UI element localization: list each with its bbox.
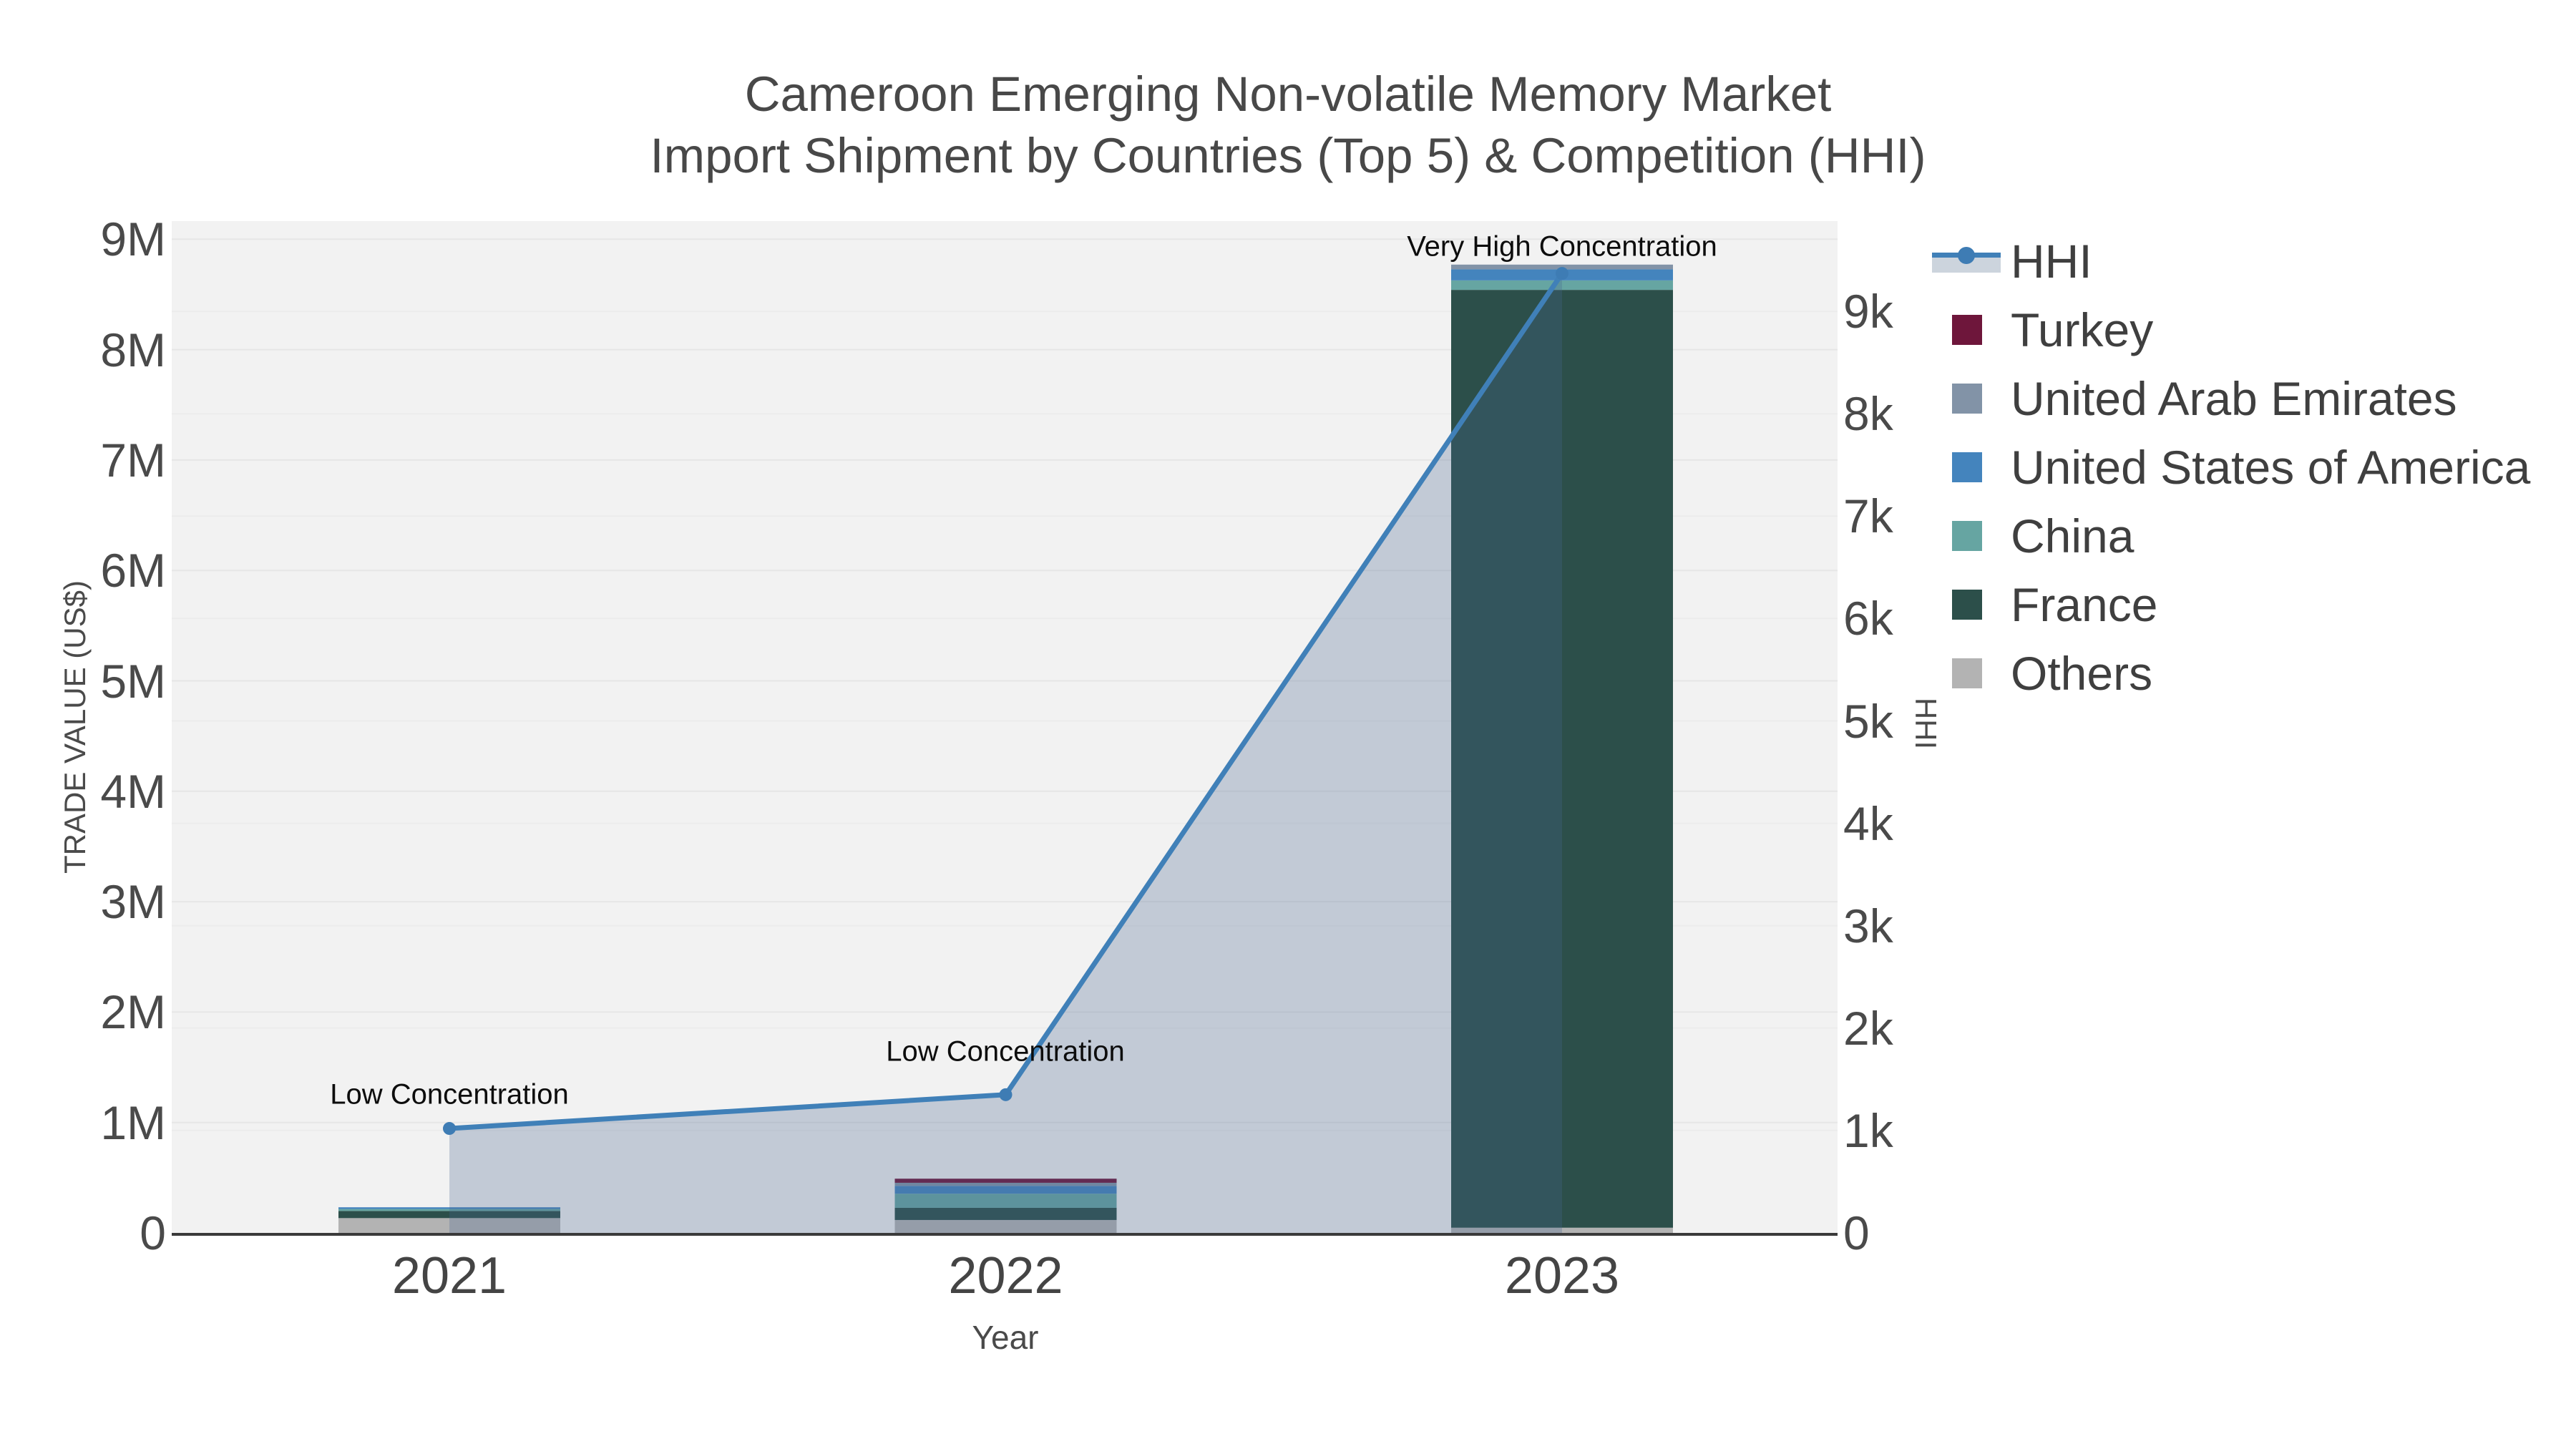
bar-segment-united-states-of-america-2021[interactable] [338,1207,560,1209]
ytick-left-2M: 2M [100,985,166,1039]
bar-segment-france-2022[interactable] [894,1207,1117,1220]
ytick-right-7k: 7k [1843,489,1893,543]
bar-segment-china-2022[interactable] [894,1194,1117,1208]
legend-label: France [2011,578,2158,631]
legend-item-united-states-of-america[interactable]: United States of America [1931,441,2560,494]
xtick-2021: 2021 [391,1247,507,1304]
legend-swatch-icon [1952,590,1982,620]
legend-swatch-icon [1952,315,1982,345]
y-axis-title-left: TRADE VALUE (US$) [58,580,92,874]
bar-segment-france-2023[interactable] [1451,290,1673,1228]
x-axis-title: Year [972,1319,1039,1356]
bar-segment-turkey-2022[interactable] [894,1179,1117,1183]
bar-segment-others-2023[interactable] [1451,1227,1673,1233]
chart-title-line1: Cameroon Emerging Non-volatile Memory Ma… [744,67,1832,122]
ytick-right-3k: 3k [1843,899,1893,952]
bar-segment-united-arab-emirates-2022[interactable] [894,1182,1117,1186]
ytick-left-3M: 3M [100,875,166,929]
xtick-2023: 2023 [1504,1247,1620,1304]
hhi-legend-dot [1958,247,1975,264]
ytick-right-0: 0 [1843,1206,1870,1259]
ytick-right-8k: 8k [1843,387,1893,441]
hhi-marker-2021[interactable] [443,1122,456,1136]
bar-segment-china-2023[interactable] [1451,280,1673,291]
bar-segment-others-2022[interactable] [894,1219,1117,1233]
ytick-right-9k: 9k [1843,285,1893,338]
bar-segment-france-2021[interactable] [338,1211,560,1219]
legend-swatch-icon [1952,658,1982,688]
bar-segment-others-2021[interactable] [338,1218,560,1233]
ytick-left-7M: 7M [100,433,166,487]
ytick-left-0: 0 [140,1206,166,1259]
legend-swatch-icon [1952,384,1982,414]
legend-label: United States of America [2011,441,2531,494]
ytick-left-8M: 8M [100,323,166,376]
ytick-left-4M: 4M [100,764,166,818]
ytick-right-1k: 1k [1843,1103,1893,1157]
legend-label: China [2011,509,2135,562]
legend-label: United Arab Emirates [2011,372,2457,425]
legend-item-others[interactable]: Others [1931,647,2560,700]
bar-segment-china-2021[interactable] [338,1209,560,1211]
hhi-legend-band [1932,257,2001,273]
legend-item-france[interactable]: France [1931,578,2560,631]
legend-item-turkey[interactable]: Turkey [1931,303,2560,356]
legend-item-china[interactable]: China [1931,509,2560,562]
chart-title-line2: Import Shipment by Countries (Top 5) & C… [650,128,1926,183]
ytick-left-6M: 6M [100,544,166,597]
y-axis-title-right: HHI [1909,697,1943,750]
legend-swatch-icon [1952,521,1982,551]
xtick-2022: 2022 [948,1247,1063,1304]
ytick-right-6k: 6k [1843,592,1893,645]
hhi-marker-2022[interactable] [999,1088,1013,1101]
legend-label: Others [2011,647,2153,700]
ytick-right-4k: 4k [1843,796,1893,850]
ytick-right-2k: 2k [1843,1001,1893,1055]
annotation-2021: Low Concentration [330,1078,569,1111]
legend-label: HHI [2011,235,2092,288]
legend-item-united-arab-emirates[interactable]: United Arab Emirates [1931,372,2560,425]
bar-segment-united-arab-emirates-2023[interactable] [1451,264,1673,270]
annotation-2022: Low Concentration [886,1035,1125,1068]
bar-segment-united-states-of-america-2022[interactable] [894,1186,1117,1194]
hhi-marker-2023[interactable] [1556,267,1568,280]
legend-swatch-icon [1952,452,1982,482]
ytick-left-5M: 5M [100,654,166,708]
hhi-line-legend-icon [1932,245,2001,277]
hhi-area-fill [449,273,1562,1233]
ytick-right-5k: 5k [1843,694,1893,748]
annotation-2023: Very High Concentration [1407,230,1717,263]
legend-item-hhi[interactable]: HHI [1931,235,2560,288]
ytick-left-9M: 9M [100,213,166,266]
ytick-left-1M: 1M [100,1096,166,1149]
legend-label: Turkey [2011,303,2154,356]
